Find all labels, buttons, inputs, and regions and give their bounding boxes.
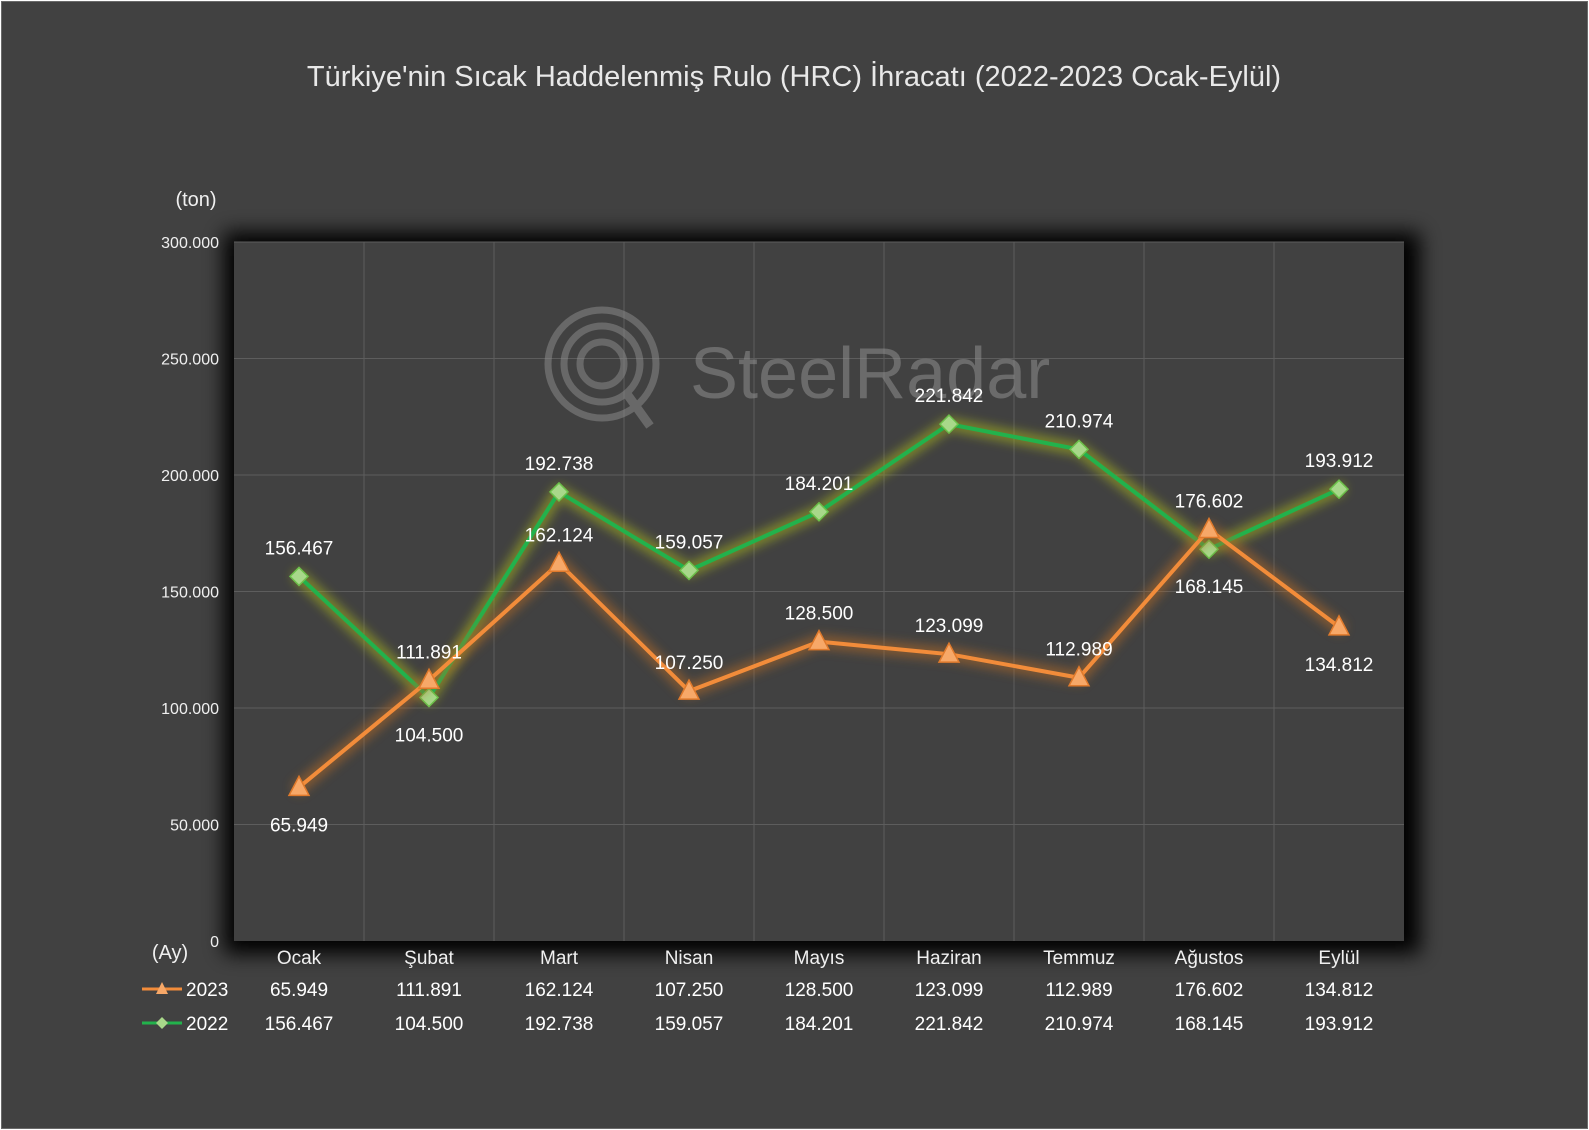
table-cell-2022: 193.912 xyxy=(1305,1014,1374,1035)
table-cell-2022: 156.467 xyxy=(265,1014,334,1035)
y-tick-label: 0 xyxy=(210,934,219,951)
x-tick-label: Mart xyxy=(540,948,579,969)
y-tick-label: 100.000 xyxy=(161,701,219,718)
y-tick-label: 150.000 xyxy=(161,585,219,602)
point-2023-triangle-marker xyxy=(547,550,571,573)
x-tick-label: Mayıs xyxy=(794,948,845,969)
y-axis-unit-label: (ton) xyxy=(175,189,216,211)
data-label-2023: 176.602 xyxy=(1175,492,1244,513)
legend-label-2022: 2022 xyxy=(186,1014,228,1035)
x-tick-label: Şubat xyxy=(404,948,454,969)
table-cell-2023: 111.891 xyxy=(396,980,462,1001)
table-cell-2023: 176.602 xyxy=(1175,980,1244,1001)
legend-key-2022-diamond-icon xyxy=(156,1017,168,1029)
data-label-2022: 159.057 xyxy=(655,532,724,553)
data-label-2022: 184.201 xyxy=(785,474,854,495)
data-label-2023: 111.891 xyxy=(396,642,462,663)
x-tick-label: Nisan xyxy=(665,948,714,969)
point-2022-diamond-marker xyxy=(288,566,310,587)
data-label-2023: 134.812 xyxy=(1305,655,1374,676)
data-label-2022: 104.500 xyxy=(395,726,464,747)
table-cell-2023: 128.500 xyxy=(785,980,854,1001)
axis-labels: 0 50.000 100.000 150.000 200.000 250.000 300.0… xyxy=(161,235,1359,969)
table-cell-2022: 184.201 xyxy=(785,1014,854,1035)
x-tick-label: Ağustos xyxy=(1175,948,1244,969)
point-2022-diamond-marker xyxy=(938,414,960,435)
watermark-logo-icon xyxy=(544,306,660,429)
legend-label-2023: 2023 xyxy=(186,980,228,1001)
point-2023-triangle-marker xyxy=(807,628,831,651)
data-label-2022: 156.467 xyxy=(265,538,334,559)
table-cell-2023: 134.812 xyxy=(1305,980,1374,1001)
data-labels: 65.949 111.891 162.124 107.250 128.500 123.09… xyxy=(265,386,1374,836)
point-2023-triangle-marker xyxy=(1067,665,1091,687)
x-tick-label: Ocak xyxy=(277,948,322,969)
point-2022-diamond-marker xyxy=(1068,439,1090,460)
y-tick-label: 200.000 xyxy=(161,468,219,485)
data-label-2022: 192.738 xyxy=(525,454,594,475)
table-cell-2023: 123.099 xyxy=(915,980,984,1001)
x-tick-label: Eylül xyxy=(1318,948,1359,969)
point-2023-triangle-marker xyxy=(417,667,441,690)
chart-title: Türkiye'nin Sıcak Haddelenmiş Rulo (HRC)… xyxy=(307,60,1281,93)
data-label-2022: 210.974 xyxy=(1045,411,1114,432)
data-label-2023: 162.124 xyxy=(525,525,594,546)
table-cell-2022: 104.500 xyxy=(395,1014,464,1035)
data-label-2023: 123.099 xyxy=(915,616,984,637)
point-2023-triangle-marker xyxy=(937,641,961,663)
legend-key-2023-triangle-icon xyxy=(156,982,168,994)
data-label-2023: 128.500 xyxy=(785,604,854,625)
series-lines xyxy=(287,414,1351,797)
point-2022-diamond-marker xyxy=(548,481,570,502)
y-tick-label: 50.000 xyxy=(170,818,219,835)
data-label-2022: 221.842 xyxy=(915,386,984,407)
table-cell-2023: 112.989 xyxy=(1045,980,1112,1001)
table-cell-2023: 65.949 xyxy=(270,980,328,1001)
table-cell-2022: 159.057 xyxy=(655,1014,724,1035)
table-cell-2022: 221.842 xyxy=(915,1014,984,1035)
table-cell-2022: 210.974 xyxy=(1045,1014,1114,1035)
watermark-steelradar: SteelRadar xyxy=(690,334,1050,414)
y-tick-label: 300.000 xyxy=(161,235,219,252)
point-2022-diamond-marker xyxy=(678,560,700,581)
data-label-2023: 107.250 xyxy=(655,653,724,674)
point-2023-triangle-marker xyxy=(1197,516,1221,539)
point-2022-diamond-marker xyxy=(1328,479,1350,500)
point-2023-triangle-marker xyxy=(677,678,701,700)
data-label-2022: 193.912 xyxy=(1305,451,1374,472)
data-label-2022: 168.145 xyxy=(1175,577,1244,598)
table-cell-2023: 162.124 xyxy=(525,980,594,1001)
data-label-2023: 65.949 xyxy=(270,815,328,836)
table-cell-2022: 192.738 xyxy=(525,1014,594,1035)
point-2022-diamond-marker xyxy=(808,501,830,522)
data-label-2023: 112.989 xyxy=(1045,640,1112,661)
table-cell-2022: 168.145 xyxy=(1175,1014,1244,1035)
x-tick-label: Temmuz xyxy=(1043,948,1115,969)
x-tick-label: Haziran xyxy=(916,948,981,969)
y-tick-label: 250.000 xyxy=(161,352,219,369)
point-2023-triangle-marker xyxy=(287,774,311,797)
table-cell-2023: 107.250 xyxy=(655,980,724,1001)
data-table: 2023 65.949 111.891 162.124 107.250 128.500 12… xyxy=(142,980,1373,1035)
x-axis-unit-label: (Ay) xyxy=(152,942,188,964)
point-2023-triangle-marker xyxy=(1327,614,1351,636)
